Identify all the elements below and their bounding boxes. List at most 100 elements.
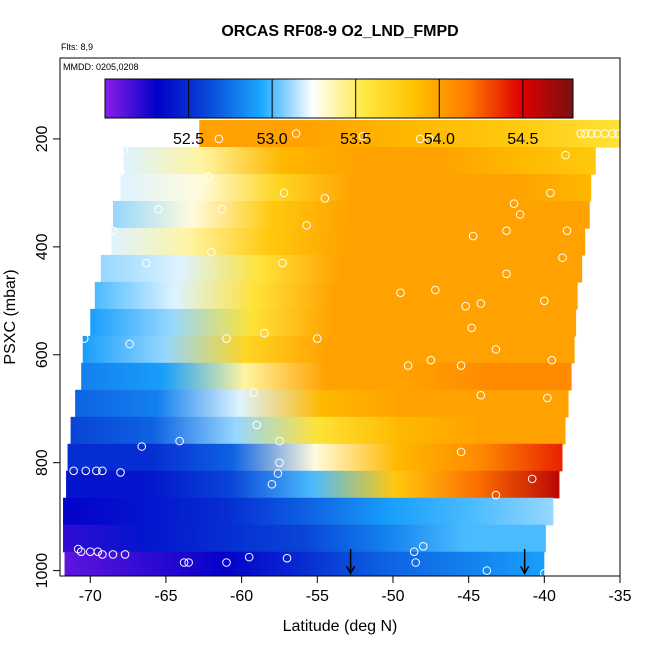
heatmap-band (120, 174, 592, 202)
heatmap-band (81, 362, 572, 391)
arrow-head (519, 565, 530, 575)
observation-point (116, 167, 125, 176)
profile-arrows (345, 549, 530, 575)
observation-point (456, 447, 466, 457)
observation-point (119, 145, 128, 155)
x-tick-label: -65 (154, 588, 177, 605)
heatmap-band (67, 443, 563, 472)
observation-point (614, 129, 620, 138)
observation-point (415, 134, 425, 144)
observation-point (279, 188, 289, 198)
colorbar-tick-label: 53.0 (257, 131, 288, 148)
x-axis-label: Latitude (deg N) (283, 618, 398, 635)
heatmap-band (66, 470, 560, 499)
observation-point (137, 442, 147, 451)
observation-point (207, 247, 216, 257)
observation-point (275, 436, 284, 446)
observation-point (543, 393, 552, 403)
observation-point (154, 204, 163, 214)
observation-point (608, 129, 617, 138)
observation-point (275, 458, 284, 467)
observation-point (502, 269, 511, 279)
observation-point (244, 552, 254, 562)
observation-point (98, 550, 107, 559)
colorbar-gradient (104, 78, 574, 119)
observation-point (184, 558, 193, 567)
observation-point (461, 301, 470, 311)
observation-points (69, 129, 620, 576)
y-axis-label: PSXC (mbar) (2, 269, 19, 364)
observation-point (312, 334, 322, 343)
observation-point (576, 129, 585, 138)
observation-point (431, 285, 440, 295)
observation-point (561, 150, 570, 160)
y-tick-label: 1000 (34, 553, 51, 589)
observation-point (98, 466, 107, 476)
observation-point (273, 469, 283, 478)
observation-point (141, 258, 151, 268)
observation-point (562, 226, 572, 235)
heatmap-band (112, 200, 590, 229)
colorbar-tick-label: 52.5 (173, 131, 204, 148)
observation-point (175, 436, 184, 446)
observation-point (547, 355, 557, 365)
x-tick-label: -55 (306, 588, 329, 605)
heatmap-band (100, 254, 583, 283)
observation-point (358, 131, 368, 141)
observation-point (558, 253, 567, 262)
observation-point (403, 361, 413, 370)
observation-point (426, 355, 436, 365)
observation-point (282, 553, 292, 563)
observation-point (540, 569, 549, 576)
observation-point (92, 466, 101, 476)
observation-point (580, 129, 590, 138)
y-tick-label: 600 (34, 341, 51, 368)
arrow-head (345, 565, 356, 575)
observation-point (108, 550, 118, 559)
observation-point (491, 345, 501, 354)
x-tick-label: -70 (79, 588, 102, 605)
observation-point (108, 226, 118, 235)
x-tick-label: -45 (457, 588, 480, 605)
y-tick-label: 200 (34, 125, 51, 152)
observation-point (424, 134, 434, 144)
x-tick-label: -50 (381, 588, 404, 605)
observation-point (204, 172, 213, 182)
observation-point (476, 299, 486, 308)
heatmap-band (64, 551, 545, 576)
colorbar-tick-label: 53.5 (340, 131, 371, 148)
heatmap-band (75, 389, 569, 418)
observation-point (252, 420, 262, 430)
colorbar-ticks: 52.5 53.0 53.5 54.0 54.5 (173, 79, 539, 148)
x-tick-label: -35 (608, 588, 631, 605)
observation-point (93, 547, 103, 557)
observation-point (76, 547, 86, 557)
observation-point (396, 288, 405, 298)
observation-point (120, 550, 130, 559)
heatmap-band (63, 524, 546, 553)
observation-point (456, 361, 466, 370)
observation-point (260, 328, 269, 338)
heatmap-band (82, 335, 575, 364)
observation-point (320, 193, 330, 203)
observation-point (491, 490, 501, 500)
colorbar-tick-label: 54.0 (424, 131, 455, 148)
observation-point (79, 334, 89, 343)
observation-point (214, 134, 224, 144)
observation-point (540, 296, 549, 306)
observation-point (222, 558, 231, 567)
heatmap-band (111, 227, 586, 256)
flights-annotation: Flts: 8,9 (61, 42, 93, 52)
observation-point (222, 334, 231, 343)
observation-point (291, 129, 301, 138)
observation-point (249, 388, 259, 397)
plot-frame (59, 57, 621, 577)
observation-point (267, 479, 277, 489)
heatmap-layers (63, 120, 620, 576)
heatmap-band (123, 147, 596, 175)
observation-point (302, 220, 312, 230)
observation-point (546, 188, 555, 198)
observation-point (509, 199, 519, 208)
observation-point (217, 204, 227, 214)
